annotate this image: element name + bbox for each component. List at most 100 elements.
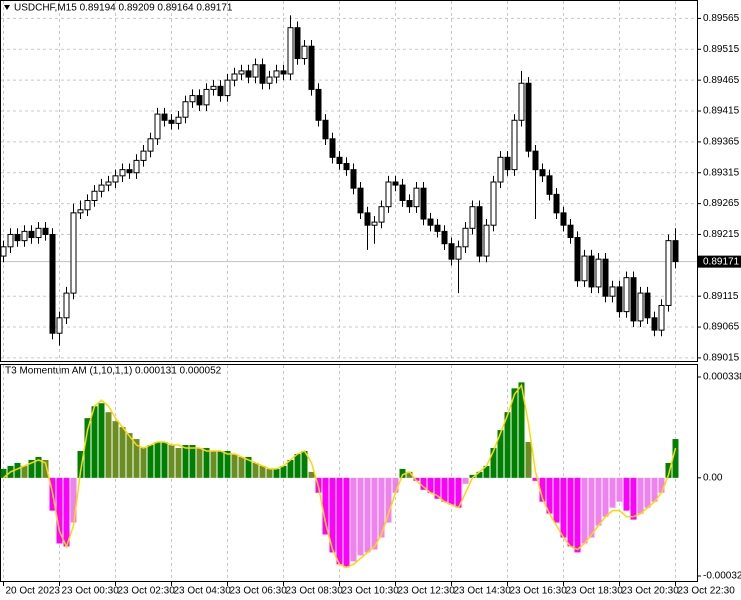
candle-body <box>98 184 105 192</box>
momentum-bar <box>392 477 399 493</box>
candle-body <box>77 209 84 214</box>
momentum-bar <box>70 477 77 523</box>
x-tick-label: 23 Oct 18:30 <box>566 586 624 597</box>
candle-body <box>469 206 476 229</box>
candle-body <box>105 181 112 186</box>
candle-body <box>154 113 161 140</box>
current-price-label: 0.89171 <box>703 256 740 267</box>
momentum-bar <box>231 453 238 478</box>
y-tick-label: 0.89115 <box>703 291 739 302</box>
momentum-bar <box>245 456 252 478</box>
candle-body <box>273 70 280 78</box>
momentum-bar <box>546 477 553 514</box>
candle-body <box>630 277 637 322</box>
momentum-bar <box>616 477 623 502</box>
candle-body <box>644 292 651 319</box>
momentum-bar <box>518 382 525 478</box>
candle-body <box>378 206 385 223</box>
candle-body <box>210 85 217 90</box>
candle-body <box>497 156 504 183</box>
momentum-bar <box>266 468 273 478</box>
momentum-bar <box>77 450 84 478</box>
candle-body <box>7 233 14 248</box>
candle-body <box>217 85 224 97</box>
candle-body <box>329 138 336 158</box>
candle-body <box>182 101 189 118</box>
candle-body <box>280 70 287 75</box>
momentum-bar <box>504 412 511 478</box>
chart-title: USDCHF,M15 0.89194 0.89209 0.89164 0.891… <box>14 3 233 14</box>
momentum-bar <box>588 477 595 538</box>
momentum-bar <box>126 433 133 478</box>
momentum-bar <box>406 471 413 478</box>
momentum-bar <box>56 477 63 544</box>
momentum-bar <box>623 477 630 511</box>
momentum-bar <box>14 462 21 478</box>
candle-body <box>532 150 539 171</box>
momentum-bar <box>35 456 42 478</box>
momentum-bar <box>476 471 483 478</box>
candle-body <box>525 82 532 152</box>
candle-body <box>84 200 91 211</box>
candle-body <box>581 255 588 282</box>
price-panel-frame <box>0 0 698 362</box>
candle-body <box>112 175 119 183</box>
candle-body <box>518 82 525 121</box>
momentum-bar <box>609 477 616 508</box>
candle-body <box>574 237 581 282</box>
momentum-bar <box>98 403 105 478</box>
momentum-bar <box>280 465 287 478</box>
momentum-bar <box>168 445 175 478</box>
y-tick-label: 0.89465 <box>703 75 740 86</box>
x-tick-label: 23 Oct 08:30 <box>286 586 344 597</box>
candle-body <box>21 230 28 242</box>
candle-body <box>315 88 322 121</box>
candle-body <box>70 212 77 294</box>
momentum-bar <box>294 453 301 478</box>
candle-body <box>413 187 420 208</box>
momentum-bar <box>343 477 350 568</box>
candle-body <box>245 70 252 78</box>
candle-body <box>301 45 308 60</box>
candle-body <box>616 286 623 313</box>
momentum-bar <box>378 477 385 538</box>
candle-body <box>357 187 364 214</box>
x-tick-label: 23 Oct 12:30 <box>398 586 456 597</box>
y-tick-label: 0.89415 <box>703 106 740 117</box>
x-tick-label: 23 Oct 04:30 <box>174 586 232 597</box>
candle-body <box>42 227 49 235</box>
candle-body <box>231 73 238 81</box>
menu-triangle <box>4 5 10 10</box>
candle-body <box>490 181 497 226</box>
x-tick-label: 20 Oct 2023 <box>6 586 61 597</box>
candle-body <box>161 113 168 121</box>
candle-body <box>56 317 63 334</box>
candle-body <box>441 230 448 245</box>
current-price-box <box>698 255 741 268</box>
momentum-bar <box>574 477 581 553</box>
candle-body <box>49 233 56 334</box>
momentum-bar <box>161 442 168 478</box>
momentum-bar <box>203 448 210 478</box>
candle-body <box>658 304 665 331</box>
momentum-bar <box>175 448 182 478</box>
y-tick-label: 0.00 <box>703 472 723 483</box>
candle-body <box>126 169 133 174</box>
momentum-bar <box>441 477 448 502</box>
momentum-bar <box>140 448 147 478</box>
momentum-bar <box>525 442 532 478</box>
candle-body <box>623 277 630 313</box>
candle-body <box>294 27 301 60</box>
candle-body <box>266 76 273 84</box>
momentum-bar <box>399 468 406 478</box>
momentum-bar <box>259 465 266 478</box>
momentum-bar <box>91 406 98 478</box>
candle-body <box>140 150 147 161</box>
momentum-bar <box>273 468 280 478</box>
candle-body <box>483 224 490 257</box>
momentum-bar <box>0 468 7 478</box>
candle-body <box>448 243 455 260</box>
y-tick-label: 0.89365 <box>703 137 740 148</box>
candle-body <box>343 162 350 171</box>
